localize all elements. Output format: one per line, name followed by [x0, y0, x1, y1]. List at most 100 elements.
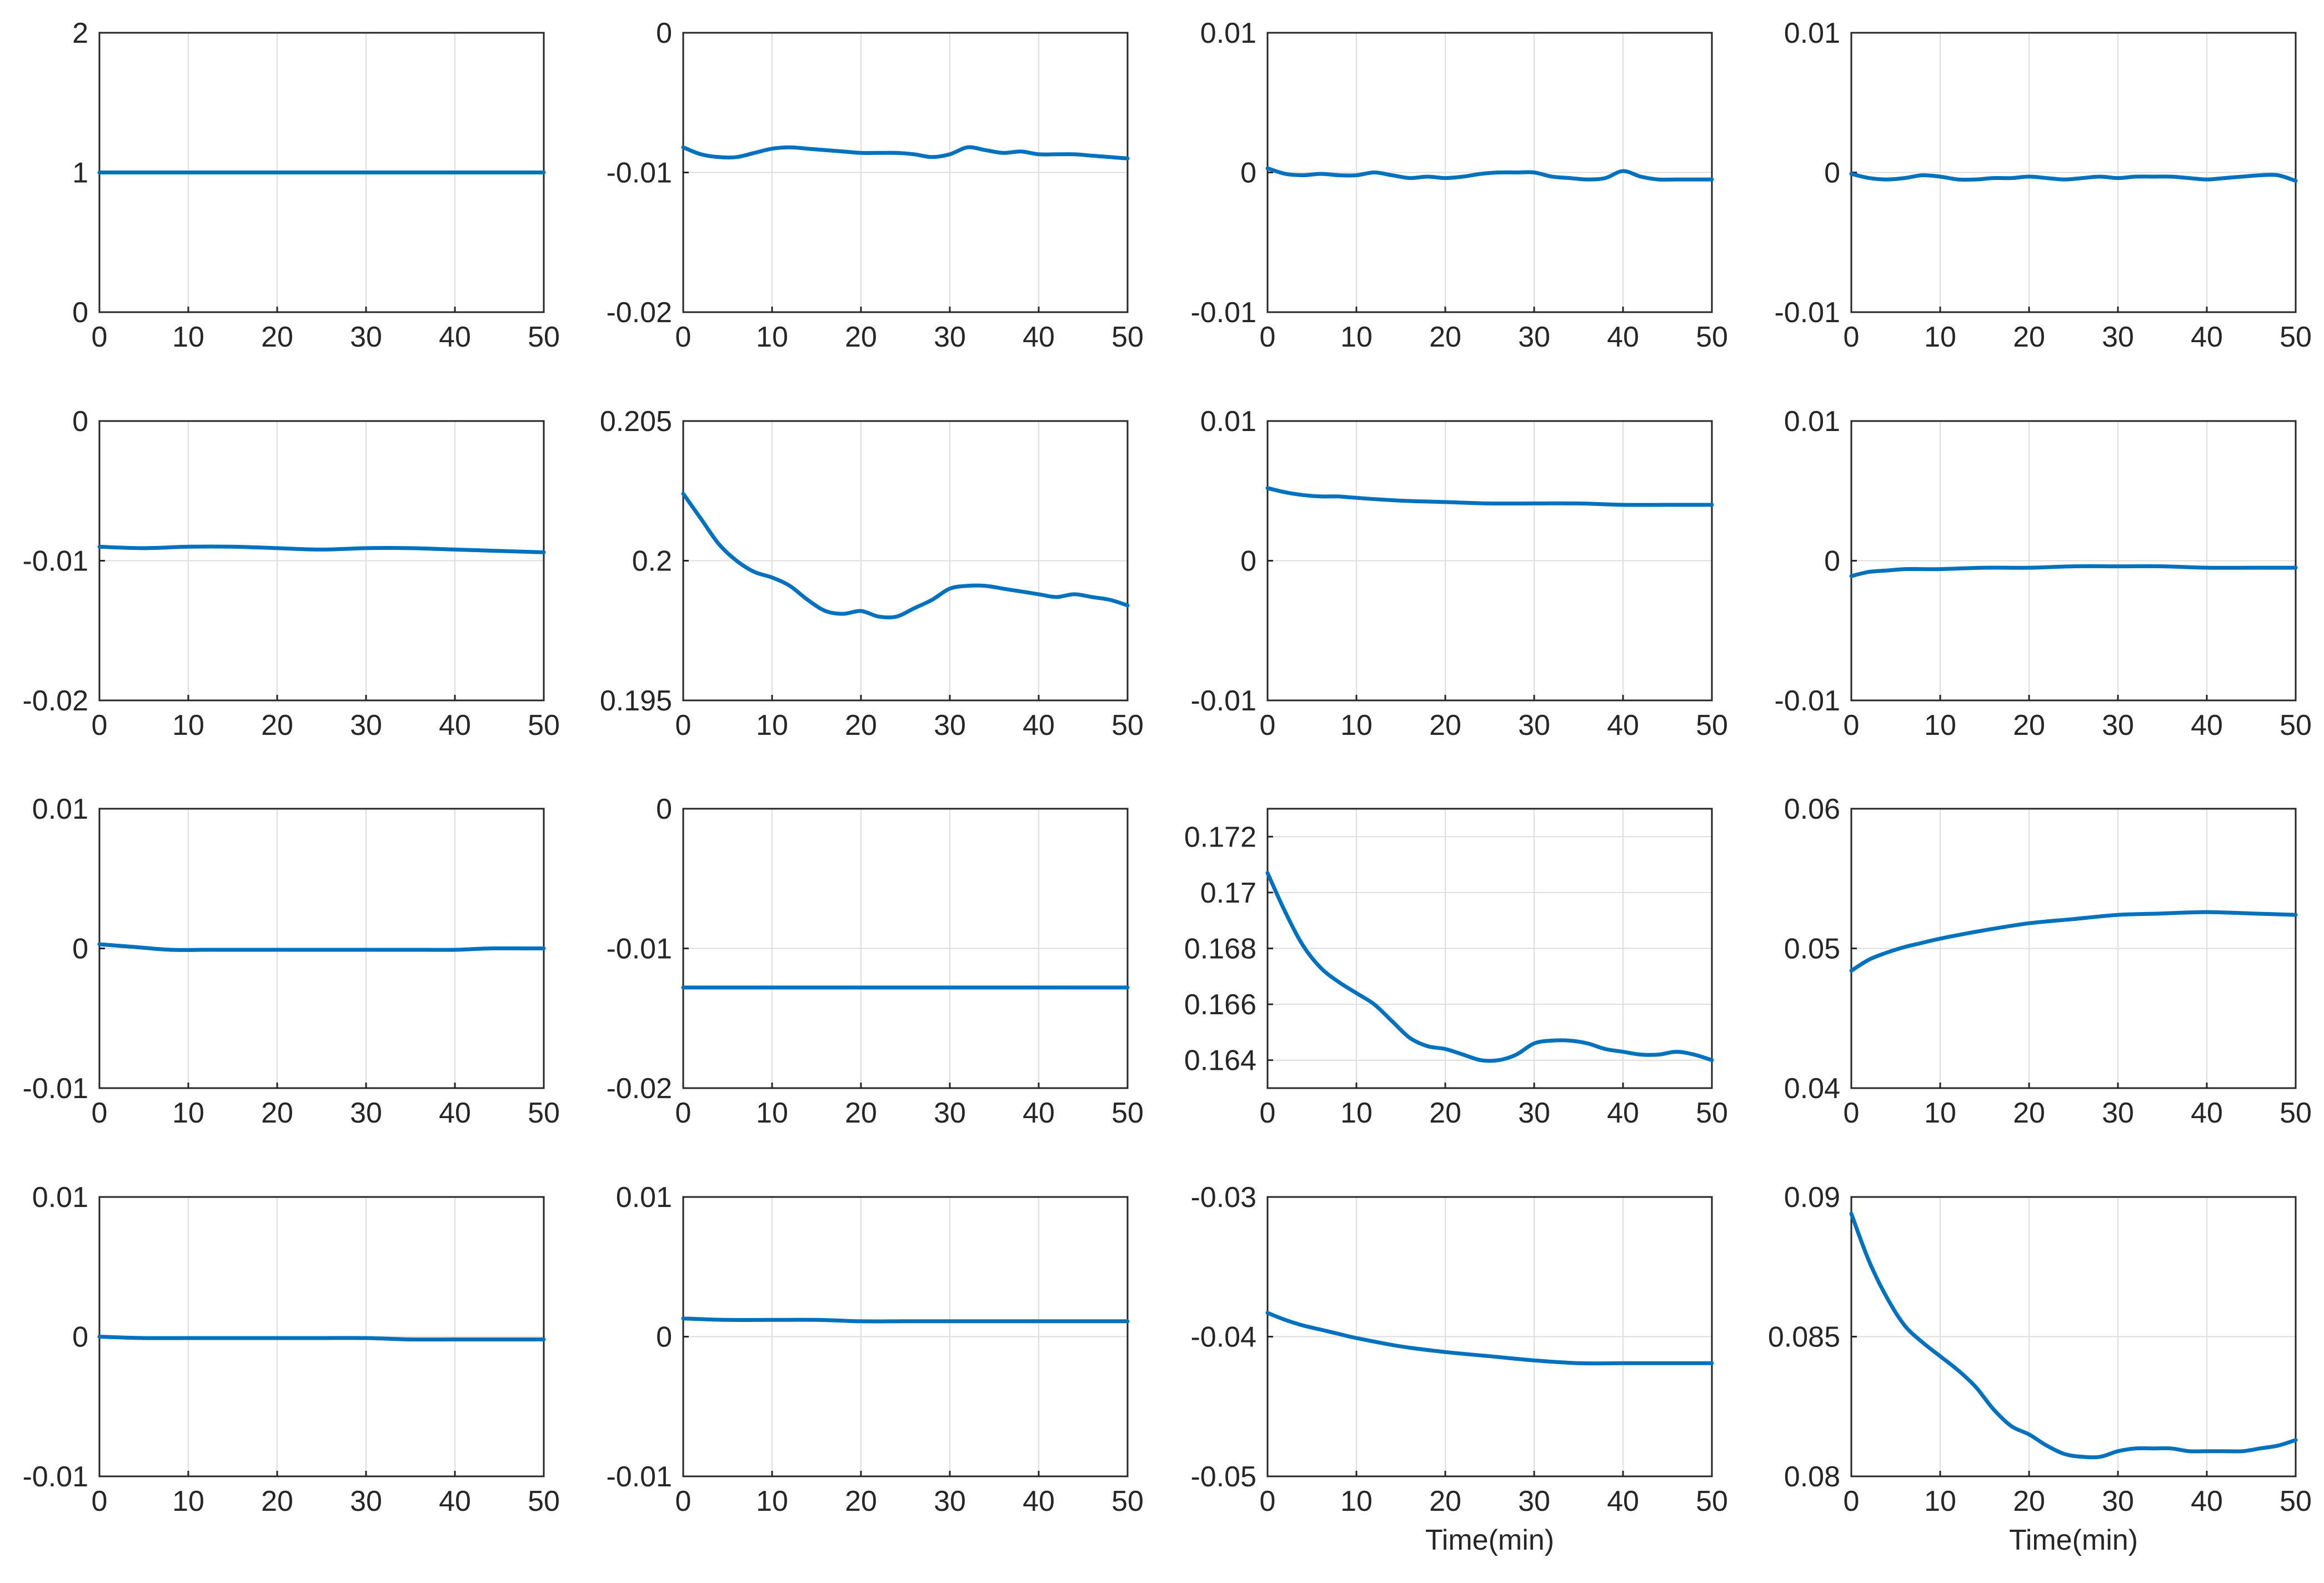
x-tick-label: 30: [2102, 709, 2134, 742]
x-tick-label: 0: [1844, 709, 1860, 742]
series-line: [97, 1335, 546, 1342]
subplot-2-1: 0 10 20 30 40 50 -0.02 -0.01 0: [22, 405, 559, 742]
y-tick-label: -0.01: [1190, 297, 1256, 329]
x-tick-label: 30: [934, 1485, 966, 1517]
x-tick-label: 30: [350, 709, 382, 742]
axes-box: [98, 420, 545, 702]
y-tick-label: 0.01: [32, 1181, 88, 1214]
x-tick-label: 30: [2102, 1485, 2134, 1517]
x-tick-label: 50: [528, 1485, 560, 1517]
x-axis-label: Time(min): [1425, 1524, 1554, 1556]
series-line: [1849, 910, 2298, 973]
y-tick-label: 0: [1240, 545, 1256, 578]
x-tick-label: 10: [172, 1485, 204, 1517]
x-tick-label: 20: [261, 709, 293, 742]
axes-box: [1850, 420, 2297, 702]
series-line: [97, 942, 546, 952]
x-tick-label: 40: [1023, 1485, 1055, 1517]
x-tick-label: 30: [934, 709, 966, 742]
x-tick-label: 30: [934, 321, 966, 353]
x-tick-label: 10: [756, 1485, 788, 1517]
series-line: [681, 1316, 1130, 1324]
x-tick-label: 20: [1429, 709, 1461, 742]
y-tick-label: -0.05: [1190, 1461, 1256, 1493]
x-tick-label: 20: [261, 1097, 293, 1129]
x-tick-label: 10: [1340, 1097, 1373, 1129]
axes-box: [682, 808, 1129, 1089]
x-tick-label: 20: [1429, 321, 1461, 353]
y-tick-label: -0.01: [606, 933, 672, 965]
x-tick-label: 40: [1023, 709, 1055, 742]
x-tick-label: 10: [172, 1097, 204, 1129]
x-tick-label: 50: [1696, 1097, 1728, 1129]
axes-box: [1266, 32, 1713, 313]
x-tick-label: 0: [1844, 321, 1860, 353]
x-tick-label: 20: [1429, 1097, 1461, 1129]
y-tick-label: 0.01: [1784, 17, 1840, 49]
y-tick-label: -0.04: [1190, 1321, 1256, 1354]
y-tick-label: -0.01: [1774, 297, 1840, 329]
x-tick-label: 20: [261, 321, 293, 353]
y-tick-label: 0.01: [1784, 405, 1840, 438]
x-tick-label: 50: [2280, 1485, 2312, 1517]
x-tick-label: 20: [1429, 1485, 1461, 1517]
x-tick-label: 40: [1607, 1485, 1639, 1517]
series-line: [1849, 1211, 2298, 1460]
x-tick-label: 0: [1844, 1485, 1860, 1517]
axes-box: [682, 1196, 1129, 1477]
x-tick-label: 0: [675, 1485, 692, 1517]
x-tick-label: 20: [845, 321, 877, 353]
x-axis-label: Time(min): [2009, 1524, 2138, 1556]
x-tick-label: 40: [1023, 1097, 1055, 1129]
subplot-4-3: 0 10 20 30 40 50 -0.05 -0.04 -0.03 Time(min): [1190, 1181, 1727, 1556]
y-tick-label: 0.195: [600, 685, 672, 717]
y-tick-label: -0.03: [1190, 1181, 1256, 1214]
y-tick-label: 0.01: [32, 793, 88, 825]
x-tick-label: 40: [1607, 709, 1639, 742]
y-tick-label: 0.2: [632, 545, 672, 578]
x-tick-label: 50: [2280, 321, 2312, 353]
x-tick-label: 10: [1924, 1097, 1956, 1129]
x-tick-label: 50: [1696, 321, 1728, 353]
x-tick-label: 20: [2013, 321, 2045, 353]
x-tick-label: 40: [2191, 1097, 2223, 1129]
x-tick-label: 50: [528, 321, 560, 353]
y-tick-label: 0.17: [1200, 877, 1256, 909]
y-tick-label: -0.01: [606, 157, 672, 189]
x-tick-label: 0: [92, 1485, 108, 1517]
x-tick-label: 0: [92, 1097, 108, 1129]
x-tick-label: 40: [439, 321, 471, 353]
x-tick-label: 30: [350, 1485, 382, 1517]
x-tick-label: 50: [1696, 709, 1728, 742]
subplot-4-4: 0 10 20 30 40 50 0.08 0.085 0.09 Time(min): [1768, 1181, 2312, 1556]
axes-box: [1266, 1196, 1713, 1477]
x-tick-label: 10: [1924, 321, 1956, 353]
x-tick-label: 30: [350, 321, 382, 353]
series-line: [681, 492, 1130, 620]
x-tick-label: 20: [845, 1097, 877, 1129]
y-tick-label: 0: [72, 933, 88, 965]
y-tick-label: 0: [72, 1321, 88, 1354]
x-tick-label: 20: [261, 1485, 293, 1517]
x-tick-label: 30: [1518, 1097, 1550, 1129]
x-tick-label: 50: [2280, 1097, 2312, 1129]
y-tick-label: 0.05: [1784, 933, 1840, 965]
x-tick-label: 0: [1844, 1097, 1860, 1129]
series-line: [1265, 486, 1714, 507]
x-tick-label: 40: [2191, 709, 2223, 742]
x-tick-label: 10: [1340, 321, 1373, 353]
x-tick-label: 30: [1518, 1485, 1550, 1517]
y-tick-label: -0.01: [22, 545, 88, 578]
y-tick-label: -0.02: [606, 297, 672, 329]
y-tick-label: -0.01: [1190, 685, 1256, 717]
y-tick-label: 0: [1240, 157, 1256, 189]
y-tick-label: 2: [72, 17, 88, 49]
series-line: [1849, 172, 2298, 183]
x-tick-label: 10: [756, 321, 788, 353]
x-tick-label: 30: [350, 1097, 382, 1129]
x-tick-label: 0: [675, 709, 692, 742]
x-tick-label: 10: [1924, 709, 1956, 742]
